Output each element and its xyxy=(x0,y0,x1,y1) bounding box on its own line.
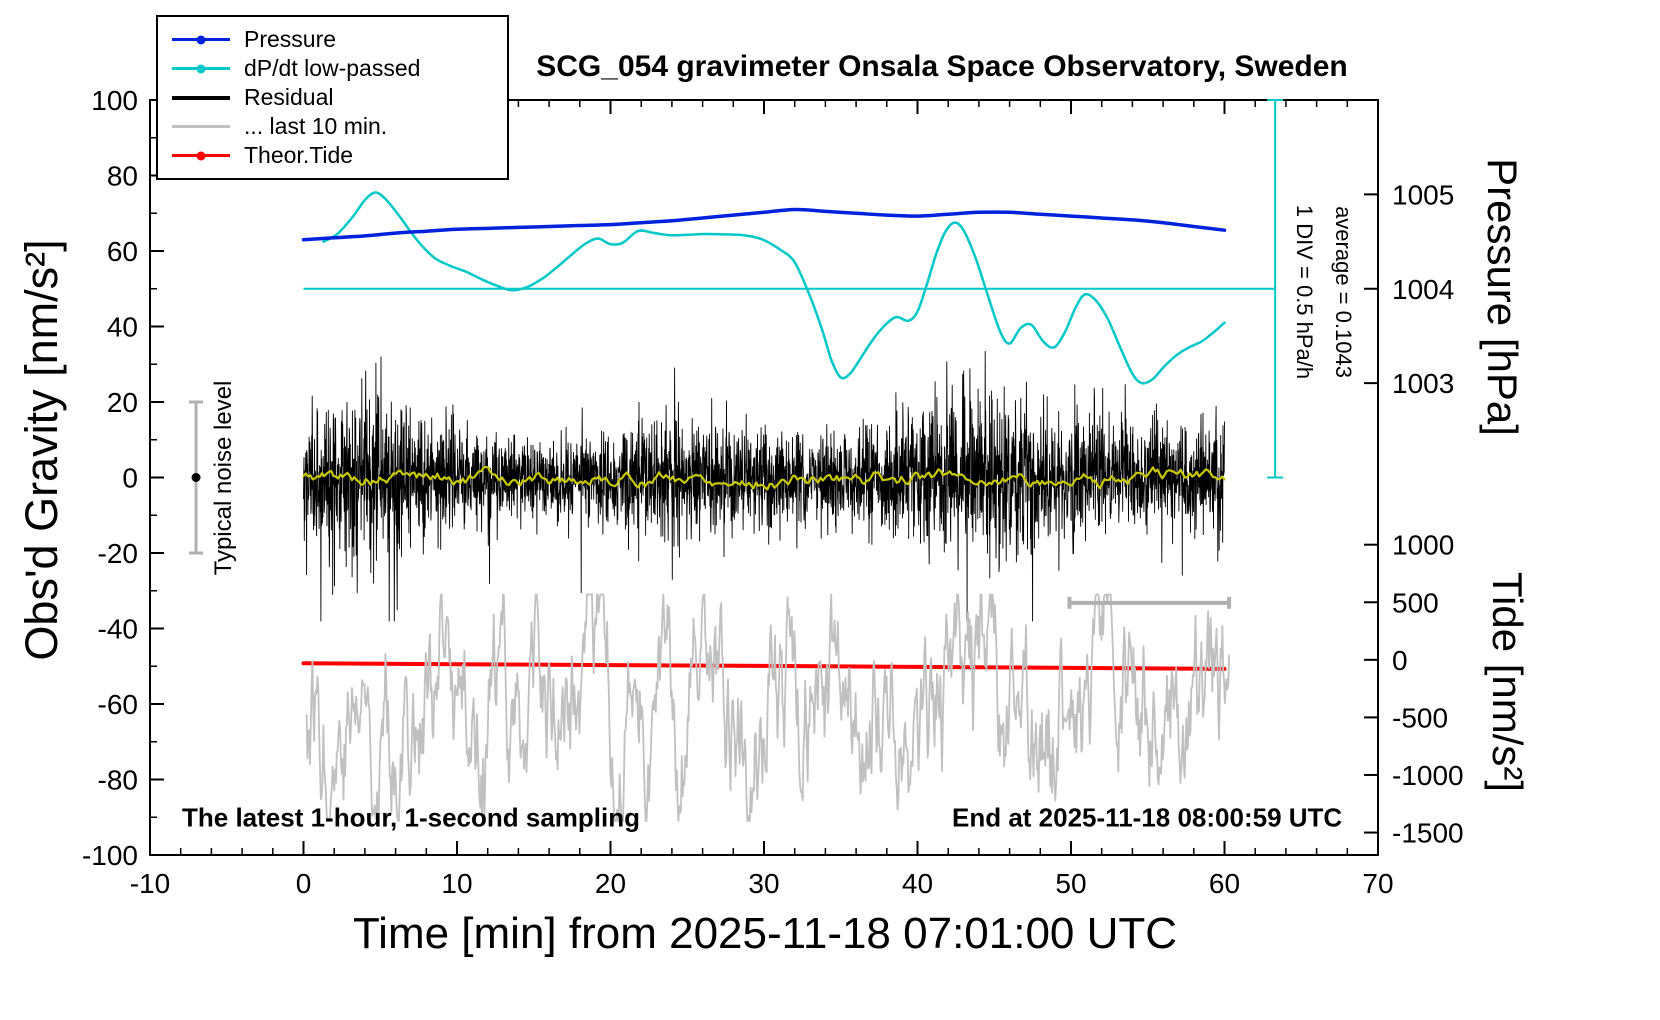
x-tick-label: 10 xyxy=(441,868,472,899)
gravity-tick-label: 20 xyxy=(107,387,138,418)
noise-level-label: Typical noise level xyxy=(210,380,237,576)
x-tick-label: -10 xyxy=(130,868,170,899)
legend-line-swatch xyxy=(172,95,230,100)
legend: Pressure dP/dt low-passed Residual ... last… xyxy=(156,15,509,180)
time-axis-label: Time [min] from 2025-11-18 07:01:00 UTC xyxy=(352,909,1178,958)
gravity-tick-label: 60 xyxy=(107,236,138,267)
legend-marker xyxy=(158,35,244,44)
pressure-curve xyxy=(301,207,1227,242)
legend-item: Residual xyxy=(158,83,507,112)
legend-marker xyxy=(158,64,244,73)
gravity-axis-label: Obs'd Gravity [nm/s²] xyxy=(16,239,67,661)
tide-tick-label: 0 xyxy=(1392,645,1408,676)
gravity-tick-label: 40 xyxy=(107,312,138,343)
sampling-note: The latest 1-hour, 1-second sampling xyxy=(182,802,640,833)
legend-item-label: dP/dt low-passed xyxy=(244,55,421,81)
x-tick-label: 70 xyxy=(1362,868,1393,899)
tide-tick-label: 500 xyxy=(1392,587,1439,618)
x-tick-label: 40 xyxy=(902,868,933,899)
gravity-tick-label: -20 xyxy=(98,538,138,569)
gravity-tick-label: -80 xyxy=(98,765,138,796)
x-tick-label: 30 xyxy=(748,868,779,899)
tide-axis-label: Tide [nm/s²] xyxy=(1484,571,1531,793)
residual-mean-line xyxy=(302,465,1226,491)
legend-marker xyxy=(158,151,244,160)
pressure-tick-label: 1004 xyxy=(1392,274,1454,305)
x-tick-label: 50 xyxy=(1055,868,1086,899)
gravity-tick-label: -100 xyxy=(82,840,138,871)
last-10-min-series xyxy=(305,593,1230,822)
average-value-label: average = 0.1043 xyxy=(1331,206,1356,378)
pressure-tick-label: 1005 xyxy=(1392,179,1454,210)
legend-dot-marker xyxy=(196,64,206,73)
pressure-axis-label: Pressure [hPa] xyxy=(1479,158,1526,436)
noise-level-dot xyxy=(191,473,201,482)
tide-tick-label: 1000 xyxy=(1392,530,1454,561)
gravity-tick-label: -60 xyxy=(98,689,138,720)
legend-item: Pressure xyxy=(158,25,507,54)
legend-item: Theor.Tide xyxy=(158,141,507,170)
pressure-tick-label: 1003 xyxy=(1392,368,1454,399)
tide-tick-label: -1500 xyxy=(1392,818,1464,849)
x-tick-label: 0 xyxy=(296,868,312,899)
tide-tick-label: -1000 xyxy=(1392,760,1464,791)
chart-title: SCG_054 gravimeter Onsala Space Observat… xyxy=(536,50,1348,83)
tide-tick-label: -500 xyxy=(1392,702,1448,733)
end-time-note: End at 2025-11-18 08:00:59 UTC xyxy=(952,802,1343,833)
x-tick-label: 20 xyxy=(595,868,626,899)
legend-item-label: ... last 10 min. xyxy=(244,113,388,139)
legend-item-label: Residual xyxy=(244,84,334,110)
theor-tide-line xyxy=(301,661,1227,671)
gravity-tick-label: -40 xyxy=(98,614,138,645)
residual-series xyxy=(303,350,1225,622)
dpdt-curve xyxy=(322,191,1226,385)
legend-marker xyxy=(158,95,244,100)
gravity-tick-label: 100 xyxy=(91,85,138,116)
x-tick-label: 60 xyxy=(1209,868,1240,899)
div-scale-label: 1 DIV = 0.5 hPa/h xyxy=(1292,204,1317,380)
legend-item: ... last 10 min. xyxy=(158,112,507,141)
legend-dot-marker xyxy=(196,151,206,160)
legend-item-label: Pressure xyxy=(244,26,337,52)
legend-item: dP/dt low-passed xyxy=(158,54,507,83)
legend-line-swatch xyxy=(172,125,230,128)
legend-marker xyxy=(158,125,244,128)
legend-item-label: Theor.Tide xyxy=(244,142,354,168)
legend-dot-marker xyxy=(196,35,206,44)
gravity-tick-label: 80 xyxy=(107,161,138,192)
gravity-tick-label: 0 xyxy=(122,463,138,494)
